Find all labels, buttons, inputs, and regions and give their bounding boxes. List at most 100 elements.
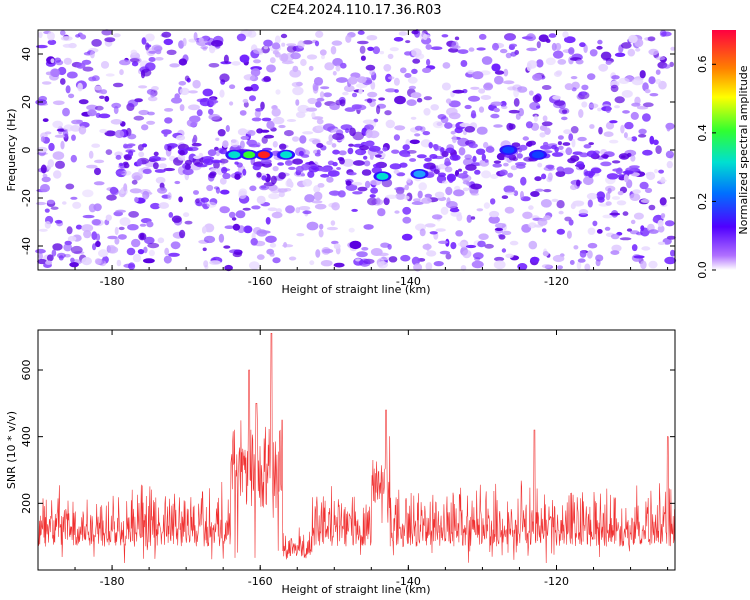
- heatmap-speckle: [449, 208, 460, 213]
- heatmap-speckle: [503, 185, 515, 194]
- heatmap-speckle: [111, 102, 122, 109]
- heatmap-speckle: [44, 131, 52, 135]
- heatmap-speckle: [639, 181, 649, 190]
- heatmap-speckle: [66, 71, 78, 79]
- heatmap-speckle: [429, 231, 438, 235]
- heatmap-speckle: [300, 58, 307, 67]
- heatmap-speckle: [280, 33, 288, 39]
- heatmap-speckle: [195, 198, 200, 204]
- heatmap-speckle: [494, 75, 504, 85]
- heatmap-speckle: [441, 34, 449, 38]
- heatmap-band-speckle: [583, 144, 592, 149]
- heatmap-speckle: [177, 154, 186, 161]
- heatmap-speckle: [502, 80, 515, 85]
- heatmap-speckle: [219, 158, 229, 164]
- heatmap-speckle: [387, 243, 392, 250]
- heatmap-speckle: [589, 124, 595, 129]
- heatmap-speckle: [351, 92, 358, 98]
- heatmap-speckle: [41, 176, 51, 183]
- heatmap-band-speckle: [426, 171, 435, 178]
- heatmap-speckle: [114, 237, 120, 245]
- heatmap-speckle: [481, 170, 492, 179]
- heatmap-speckle: [272, 166, 279, 172]
- heatmap-speckle: [91, 143, 101, 148]
- heatmap-speckle: [248, 261, 260, 270]
- heatmap-speckle: [90, 50, 95, 59]
- heatmap-speckle: [568, 219, 574, 226]
- heatmap-speckle: [603, 131, 614, 137]
- heatmap-speckle: [552, 95, 561, 100]
- snr-plot: -180 -160 -140 -120 200 400 600 Height of stra…: [5, 329, 676, 596]
- heatmap-speckle: [271, 42, 281, 50]
- heatmap-speckle: [490, 174, 499, 179]
- heatmap-speckle: [40, 164, 47, 174]
- heatmap-speckle: [544, 127, 551, 135]
- heatmap-speckle: [112, 82, 124, 88]
- heatmap-speckle: [220, 189, 230, 195]
- heatmap-speckle: [532, 73, 543, 81]
- heatmap-speckle: [315, 249, 321, 258]
- heatmap-speckle: [224, 225, 235, 229]
- heatmap-speckle: [541, 173, 547, 180]
- heatmap-speckle: [263, 39, 273, 47]
- heatmap-speckle: [658, 179, 667, 183]
- heatmap-speckle: [664, 256, 677, 265]
- heatmap-speckle: [342, 91, 349, 96]
- heatmap-speckle: [623, 174, 629, 183]
- heatmap-speckle: [153, 46, 163, 52]
- heatmap-speckle: [576, 261, 582, 270]
- heatmap-speckle: [385, 88, 397, 93]
- heatmap-speckle: [631, 102, 641, 107]
- heatmap-speckle: [617, 190, 624, 196]
- heatmap-speckle: [541, 121, 553, 127]
- heatmap-plot: -180 -160 -140 -120 -40 -20 0 20 40 Height of st…: [5, 29, 677, 296]
- heatmap-speckle: [42, 118, 49, 122]
- heatmap-speckle: [478, 88, 486, 94]
- heatmap-speckle: [151, 86, 159, 91]
- heatmap-speckle: [68, 42, 77, 49]
- heatmap-speckle: [490, 113, 500, 119]
- heatmap-speckle: [592, 220, 598, 227]
- heatmap-speckle: [272, 116, 285, 125]
- heatmap-speckle: [203, 235, 216, 244]
- heatmap-speckle: [217, 129, 226, 137]
- heatmap-speckle: [470, 110, 477, 119]
- heatmap-speckle: [312, 139, 321, 145]
- heatmap-speckle: [515, 113, 521, 120]
- heatmap-speckle: [357, 30, 365, 35]
- heatmap-speckle: [570, 76, 578, 80]
- heatmap-speckle: [265, 235, 277, 243]
- heatmap-speckle: [146, 221, 154, 228]
- heatmap-speckle: [275, 89, 281, 95]
- heatmap-speckle: [419, 32, 427, 40]
- heatmap-speckle: [400, 254, 411, 262]
- heatmap-speckle: [638, 128, 647, 135]
- heatmap-y-label: Frequency (Hz): [5, 109, 18, 192]
- heatmap-speckle: [394, 89, 399, 93]
- heatmap-band-speckle: [493, 160, 502, 164]
- heatmap-speckle: [201, 226, 207, 234]
- heatmap-speckle: [208, 108, 214, 115]
- heatmap-speckle: [208, 45, 216, 54]
- heatmap-speckle: [47, 159, 55, 168]
- heatmap-speckle: [183, 212, 190, 218]
- heatmap-speckle: [95, 112, 101, 118]
- heatmap-speckle: [271, 107, 281, 117]
- heatmap-speckle: [98, 89, 103, 94]
- heatmap-speckle: [331, 143, 337, 148]
- heatmap-speckle: [137, 249, 145, 255]
- heatmap-band-speckle: [399, 162, 408, 168]
- heatmap-speckle: [444, 157, 451, 167]
- heatmap-speckle: [114, 151, 123, 157]
- heatmap-speckle: [468, 47, 475, 52]
- heatmap-speckle: [308, 65, 314, 71]
- heatmap-speckle: [158, 202, 170, 209]
- heatmap-speckle: [270, 175, 277, 185]
- heatmap-speckle: [251, 117, 262, 122]
- heatmap-speckle: [315, 30, 324, 38]
- heatmap-speckle: [38, 95, 47, 102]
- heatmap-speckle: [126, 247, 136, 256]
- heatmap-speckle: [596, 229, 603, 234]
- heatmap-speckle: [587, 242, 598, 249]
- heatmap-speckle: [104, 95, 110, 102]
